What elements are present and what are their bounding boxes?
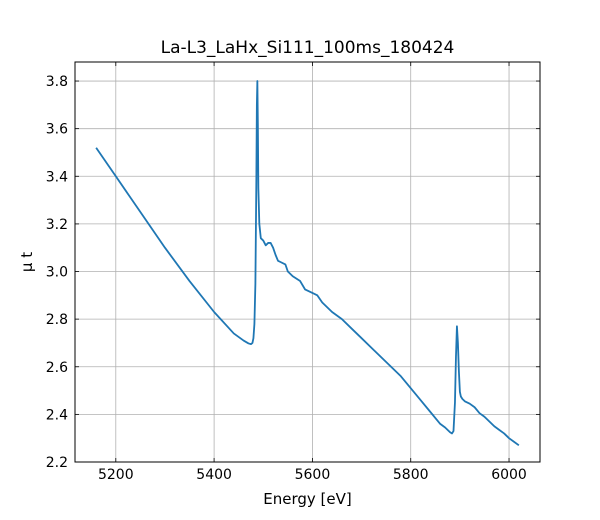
y-tick-label: 2.4 [46,407,68,423]
y-tick-label: 2.8 [46,312,68,328]
x-tick-label: 6000 [491,467,527,483]
y-tick-label: 3.6 [46,122,68,138]
series-layer [95,80,520,447]
plot-frame [74,61,541,463]
y-tick-label: 3.8 [46,74,68,90]
y-tick-label: 3.2 [46,217,68,233]
x-tick-label: 5800 [393,467,429,483]
x-tick-labels: 5200 5400 5600 5800 6000 [98,467,527,483]
series-line [95,80,520,447]
x-tick-label: 5400 [196,467,232,483]
y-tick-label: 2.6 [46,360,68,376]
x-tick-label: 5600 [295,467,331,483]
y-axis-label: μ t [18,252,36,272]
x-tick-label: 5200 [98,467,134,483]
y-tick-label: 2.2 [46,455,68,471]
x-axis-label: Energy [eV] [263,490,351,508]
plot-background [75,62,540,462]
y-tick-label: 3.4 [46,169,68,185]
chart-title: La-L3_LaHx_Si111_100ms_180424 [161,38,455,58]
y-tick-labels: 2.2 2.4 2.6 2.8 3.0 3.2 3.4 3.6 3.8 [46,74,68,471]
ticks [75,62,540,463]
y-tick-label: 3.0 [46,265,68,281]
